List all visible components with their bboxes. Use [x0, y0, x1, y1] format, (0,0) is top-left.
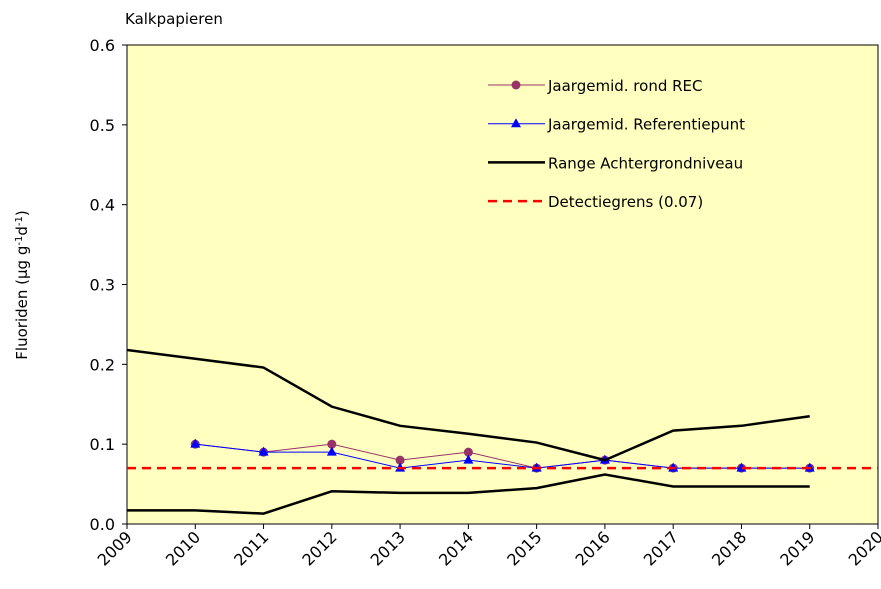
point: [190, 438, 201, 448]
y-tick-label: 0.1: [90, 435, 115, 454]
y-tick-label: 0.2: [90, 355, 115, 374]
point: [258, 446, 269, 456]
y-tick-label: 0.0: [90, 515, 115, 534]
y-tick-label: 0.3: [90, 276, 115, 295]
point: [327, 439, 337, 449]
point: [395, 455, 405, 465]
x-tick-label: 2016: [572, 527, 614, 569]
y-axis-label-part: -1: [14, 216, 25, 226]
x-tick-label: 2020: [845, 527, 881, 569]
legend-marker: [511, 118, 521, 128]
series-line: [195, 443, 810, 469]
x-tick-label: 2011: [230, 527, 272, 569]
legend-label: Jaargemid. Referentiepunt: [547, 116, 745, 134]
point: [463, 454, 474, 464]
x-tick-label: 2010: [162, 527, 204, 569]
y-tick-label: 0.4: [90, 196, 115, 215]
series-line: [126, 348, 810, 462]
x-tick-label: 2015: [503, 527, 545, 569]
x-tick-label: 2017: [640, 527, 682, 569]
legend-label: Jaargemid. rond REC: [547, 77, 702, 95]
series-line-low: [127, 473, 810, 515]
y-axis-label-part: -1: [14, 236, 25, 246]
x-tick-label: 2013: [367, 527, 409, 569]
point: [326, 446, 337, 456]
plot-area: [126, 44, 879, 525]
y-tick-label: 0.6: [90, 36, 115, 55]
y-axis-label-part: Fluoriden (µg g: [13, 246, 31, 360]
chart-title: Kalkpapieren: [125, 10, 223, 28]
x-tick-label: 2014: [435, 527, 477, 569]
legend-label: Detectiegrens (0.07): [548, 193, 703, 211]
legend-label: Range Achtergrondniveau: [548, 154, 743, 172]
y-tick-label: 0.5: [90, 116, 115, 135]
y-axis-label: Fluoriden (µg g-1d-1): [13, 210, 31, 359]
x-tick-label: 2019: [776, 527, 818, 569]
x-tick-label: 2018: [708, 527, 750, 569]
legend-marker: [511, 80, 521, 90]
x-tick-label: 2012: [298, 527, 340, 569]
y-axis-label-part: ): [13, 210, 31, 216]
point: [463, 447, 473, 457]
y-axis-label-part: d: [13, 226, 31, 236]
